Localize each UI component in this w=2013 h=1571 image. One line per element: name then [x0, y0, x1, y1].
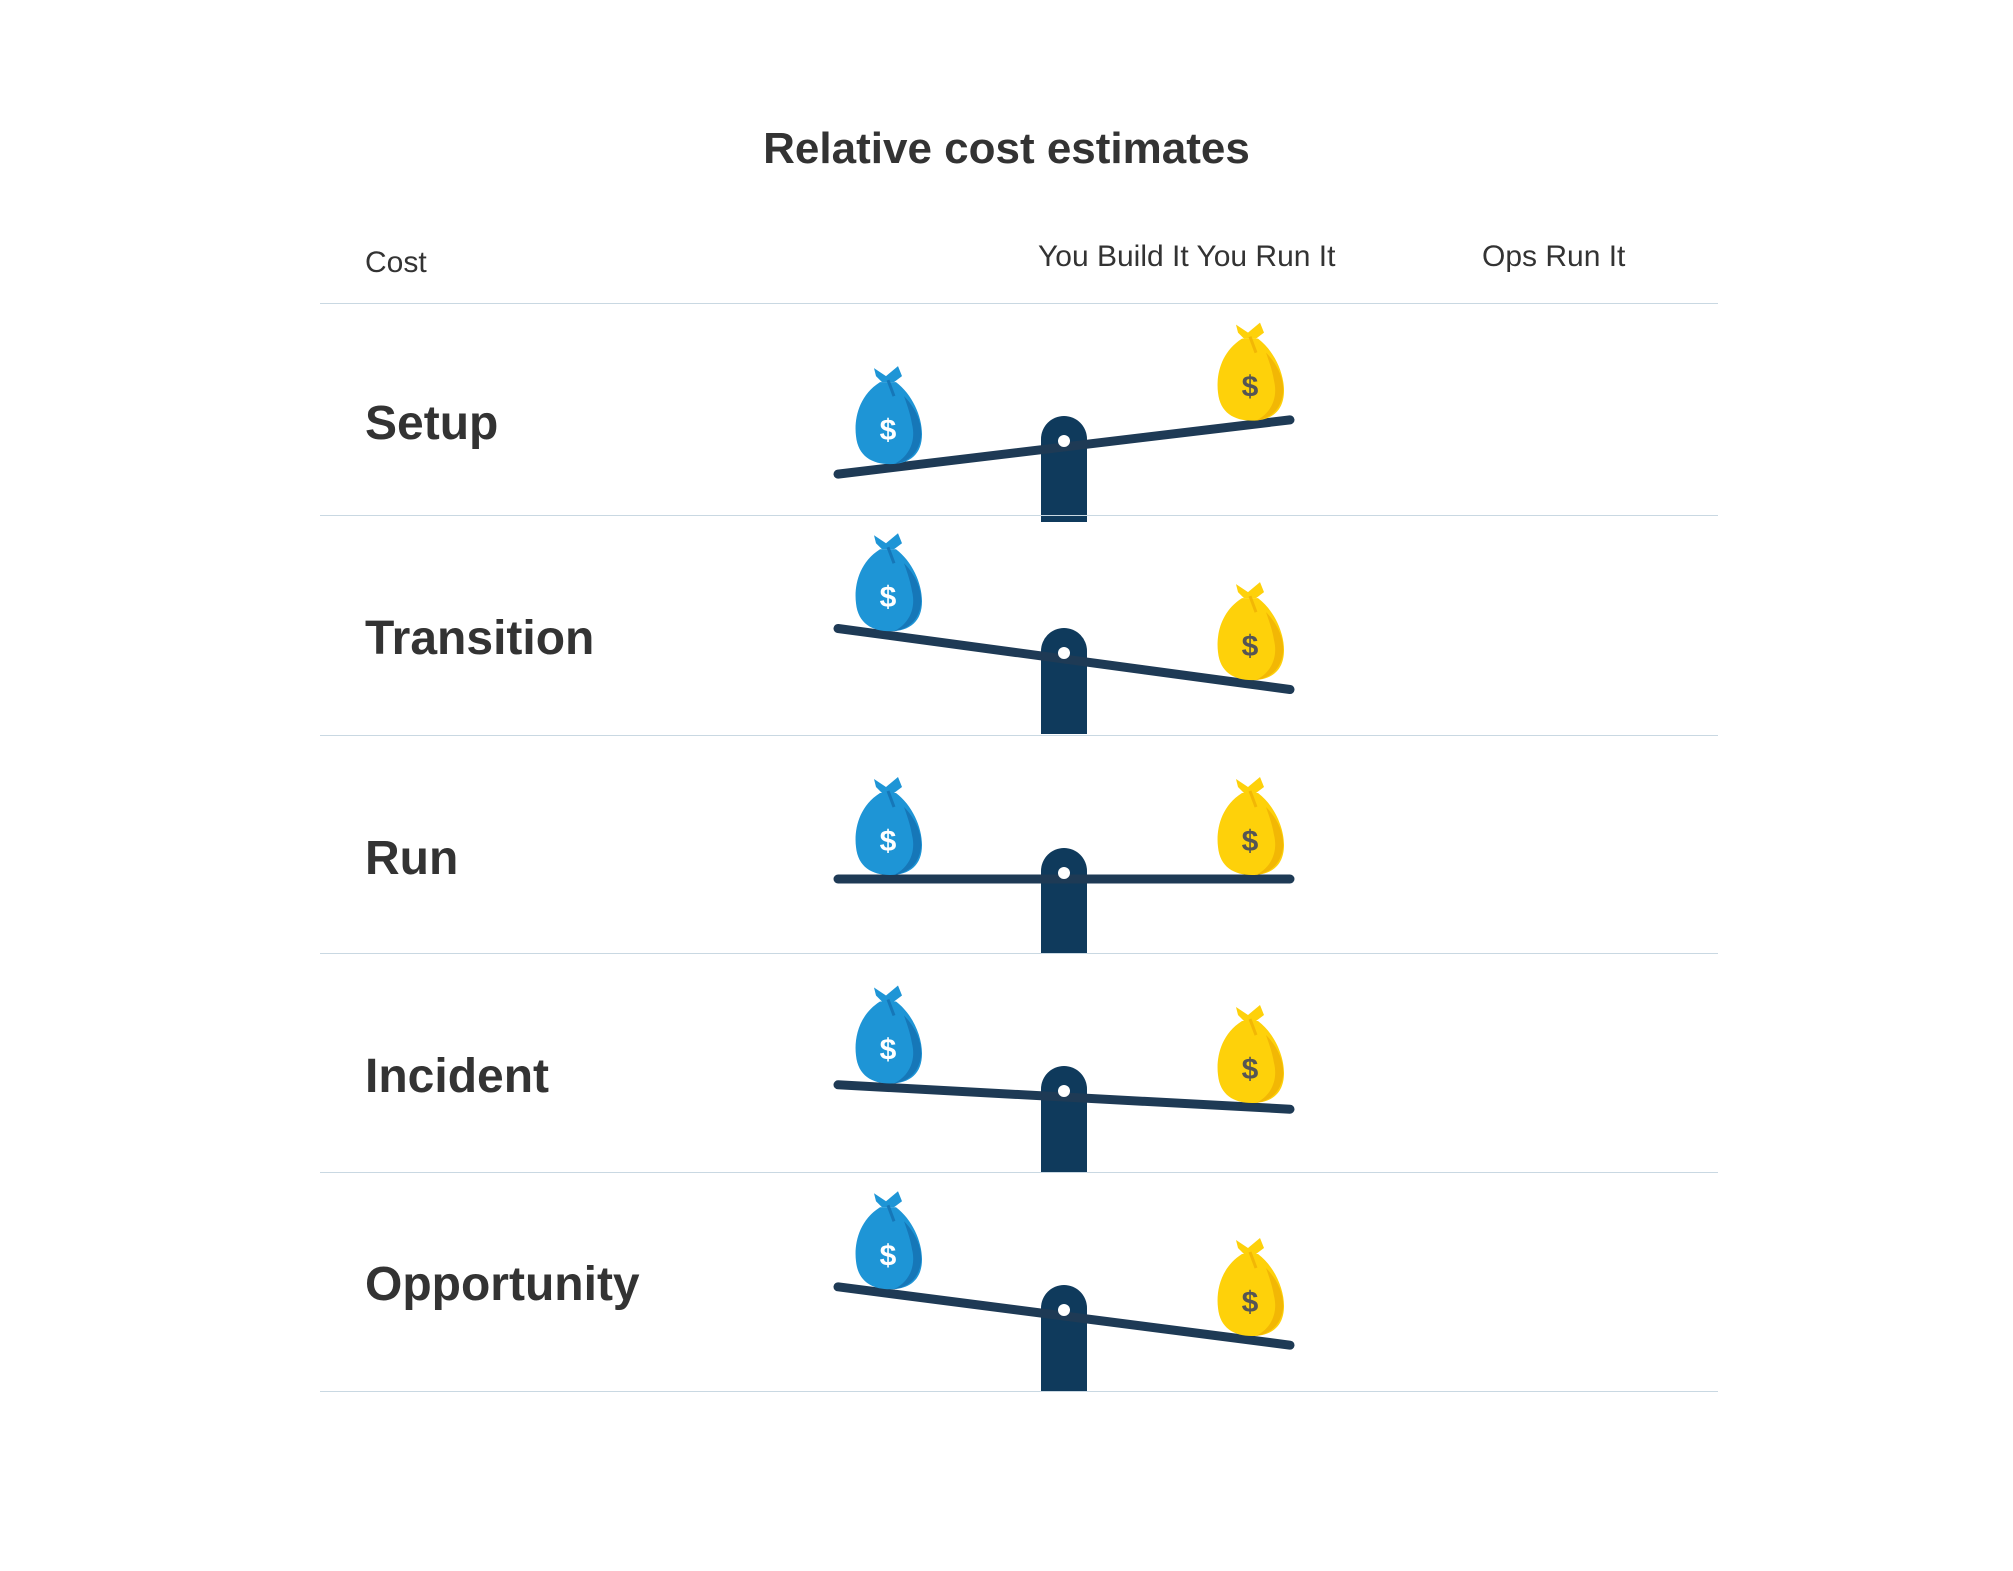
- money-bag-icon-ops-run-it: $: [1217, 582, 1284, 681]
- pivot-dot: [1058, 1085, 1070, 1097]
- money-bag-icon-ops-run-it: $: [1217, 777, 1284, 875]
- money-bag-icon-you-build-it: $: [855, 366, 922, 465]
- money-bag-icon-you-build-it-dollar: $: [880, 581, 897, 614]
- fulcrum: [1041, 416, 1087, 522]
- row-label: Setup: [365, 397, 499, 450]
- cost-row-transition: Transition $ $: [320, 515, 1718, 734]
- money-bag-icon-you-build-it-dollar: $: [880, 1033, 897, 1066]
- seesaw-graphic: $$: [833, 985, 1295, 1172]
- money-bag-icon-ops-run-it-dollar: $: [1242, 825, 1259, 858]
- cost-row-opportunity: Opportunity $ $: [320, 1172, 1718, 1392]
- money-bag-icon-you-build-it: $: [855, 533, 922, 632]
- row-label: Transition: [365, 612, 595, 665]
- money-bag-icon-you-build-it-dollar: $: [880, 1239, 897, 1272]
- seesaw-graphic: $$: [833, 777, 1295, 954]
- pivot-dot: [1058, 647, 1070, 659]
- money-bag-icon-ops-run-it: $: [1217, 322, 1284, 421]
- money-bag-icon-ops-run-it-dollar: $: [1242, 371, 1259, 404]
- row-label: Incident: [365, 1050, 550, 1103]
- row-label: Opportunity: [365, 1258, 640, 1311]
- fulcrum: [1041, 628, 1087, 734]
- fulcrum: [1041, 1066, 1087, 1172]
- money-bag-icon-you-build-it: $: [855, 777, 922, 875]
- money-bag-icon-you-build-it: $: [855, 985, 922, 1084]
- seesaw-graphic: $$: [833, 322, 1295, 522]
- cost-row-setup: Setup $ $: [320, 303, 1718, 522]
- column-header-cost: Cost: [365, 246, 427, 279]
- chart-title: Relative cost estimates: [763, 124, 1250, 173]
- money-bag-icon-ops-run-it: $: [1217, 1005, 1284, 1104]
- pivot-dot: [1058, 435, 1070, 447]
- pivot-dot: [1058, 867, 1070, 879]
- column-header-ops-run-it: Ops Run It: [1482, 240, 1626, 273]
- money-bag-icon-ops-run-it-dollar: $: [1242, 630, 1259, 663]
- cost-row-run: Run $ $: [320, 735, 1718, 954]
- cost-row-incident: Incident $ $: [320, 953, 1718, 1172]
- row-label: Run: [365, 832, 459, 885]
- money-bag-icon-ops-run-it-dollar: $: [1242, 1053, 1259, 1086]
- money-bag-icon-you-build-it-dollar: $: [880, 414, 897, 447]
- fulcrum: [1041, 1285, 1087, 1391]
- column-header-you-build-it: You Build It You Run It: [1038, 240, 1336, 273]
- money-bag-icon-you-build-it: $: [855, 1191, 922, 1290]
- seesaw-graphic: $$: [833, 1191, 1295, 1391]
- money-bag-icon-ops-run-it: $: [1217, 1237, 1284, 1336]
- fulcrum: [1041, 848, 1087, 954]
- seesaw-graphic: $$: [833, 533, 1295, 734]
- pivot-dot: [1058, 1304, 1070, 1316]
- money-bag-icon-you-build-it-dollar: $: [880, 825, 897, 858]
- money-bag-icon-ops-run-it-dollar: $: [1242, 1286, 1259, 1319]
